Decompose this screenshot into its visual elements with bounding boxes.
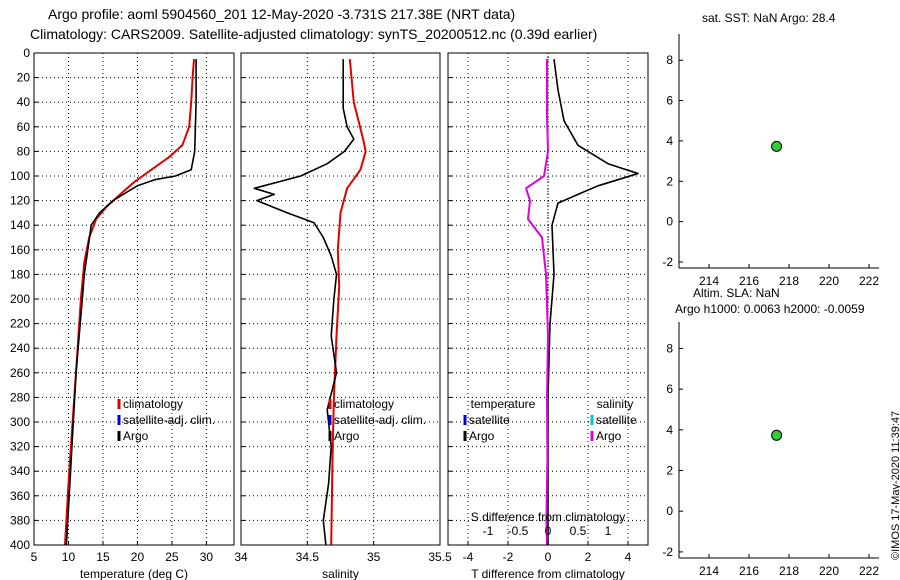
series-line-s-argo (525, 59, 549, 546)
x-tick-label: 218 (779, 564, 799, 578)
float-position-marker (771, 429, 783, 441)
legend-sal-argo-label: Argo (334, 429, 360, 443)
legend-diff-sal-satellite-label: satellite (596, 413, 637, 427)
x-tick-label: 220 (819, 564, 839, 578)
y-tick-label: 360 (10, 489, 30, 503)
legend-sal-satellite-label: satellite-adj. clim. (334, 413, 426, 427)
x-tick-label: 35.5 (428, 550, 452, 564)
y-tick-label: 4 (666, 134, 673, 148)
y-tick-label: 400 (10, 538, 30, 552)
y-tick-label: 320 (10, 440, 30, 454)
top-tick-label: 0.5 (570, 524, 587, 538)
x-tick-label: 30 (200, 550, 214, 564)
y-tick-label: 6 (666, 382, 673, 396)
y-tick-label: -2 (662, 545, 673, 559)
x-tick-label: 0 (545, 550, 552, 564)
y-tick-label: 8 (666, 341, 673, 355)
y-tick-label: 2 (666, 174, 673, 188)
y-tick-label: 280 (10, 390, 30, 404)
y-tick-label: 200 (10, 292, 30, 306)
legend-diff-temp-argo-label: Argo (469, 429, 495, 443)
legend-temp-argo-label: Argo (123, 429, 149, 443)
x-tick-label: 216 (739, 274, 759, 288)
x-tick-label: 35 (367, 550, 381, 564)
x-tick-label: 214 (699, 274, 719, 288)
legend-diff-salinity-title: salinity (597, 397, 634, 411)
y-tick-label: 240 (10, 341, 30, 355)
legend-diff-sal-argo-label: Argo (596, 429, 622, 443)
axes-frame-temperature (33, 52, 235, 546)
x-tick-label: 222 (859, 564, 879, 578)
sst-panel-title: sat. SST: NaN Argo: 28.4 (702, 11, 836, 25)
y-tick-label: 220 (10, 317, 30, 331)
figure-title-line2: Climatology: CARS2009. Satellite-adjuste… (30, 26, 598, 42)
x-tick-label: 34.5 (296, 550, 320, 564)
x-tick-label: 4 (625, 550, 632, 564)
x-tick-label: 15 (96, 550, 110, 564)
legend-diff-temp-satellite-label: satellite (469, 413, 510, 427)
y-tick-label: -2 (662, 255, 673, 269)
float-position-marker (771, 140, 783, 152)
axes-frame-difference-from-climatology (447, 52, 649, 546)
top-tick-label: 0 (545, 524, 552, 538)
x-tick-label: 214 (699, 564, 719, 578)
y-tick-label: 100 (10, 169, 30, 183)
series-line-t-argo (547, 58, 639, 545)
y-tick-label: 2 (666, 464, 673, 478)
x-tick-label: 20 (131, 550, 145, 564)
y-tick-label: 140 (10, 218, 30, 232)
y-tick-label: 160 (10, 243, 30, 257)
legend-sal-climatology-label: climatology (334, 397, 394, 411)
x-tick-label: 10 (62, 550, 76, 564)
axes-frame-salinity (240, 52, 441, 546)
top-tick-label: -1 (483, 524, 494, 538)
x-tick-label: 220 (819, 274, 839, 288)
x-tick-label: 216 (739, 564, 759, 578)
y-tick-label: 180 (10, 267, 30, 281)
legend-diff-temperature-title: temperature (471, 397, 536, 411)
x-tick-label: 2 (585, 550, 592, 564)
y-tick-label: 60 (17, 120, 31, 134)
y-tick-label: 0 (23, 46, 30, 60)
y-tick-label: 8 (666, 53, 673, 67)
y-tick-label: 80 (17, 144, 31, 158)
y-tick-label: 340 (10, 464, 30, 478)
sla-panel-title-line2: Argo h1000: 0.0063 h2000: -0.0059 (675, 302, 865, 316)
x-axis-label: temperature (deg C) (80, 567, 188, 580)
series-line-argo (65, 59, 197, 546)
y-tick-label: 4 (666, 423, 673, 437)
top-tick-label: -0.5 (508, 524, 529, 538)
x-tick-label: 34 (234, 550, 248, 564)
x-tick-label: -4 (463, 550, 474, 564)
y-tick-label: 380 (10, 513, 30, 527)
legend-temp-satellite-label: satellite-adj. clim. (123, 413, 215, 427)
y-tick-label: 260 (10, 366, 30, 380)
y-tick-label: 6 (666, 94, 673, 108)
sla-panel-title-line1: Altim. SLA: NaN (693, 286, 780, 300)
figure-title-line1: Argo profile: aoml 5904560_201 12-May-20… (48, 6, 516, 22)
y-tick-label: 20 (17, 71, 31, 85)
y-tick-label: 0 (666, 504, 673, 518)
x-tick-label: 218 (779, 274, 799, 288)
x-tick-label: 5 (31, 550, 38, 564)
x-axis-label: salinity (322, 567, 359, 580)
y-tick-label: 120 (10, 194, 30, 208)
top-axis-label: S difference from climatology (471, 510, 626, 524)
y-tick-label: 40 (17, 95, 31, 109)
x-axis-label: T difference from climatology (471, 567, 625, 580)
y-tick-label: 300 (10, 415, 30, 429)
legend-temp-climatology-label: climatology (123, 397, 183, 411)
x-tick-label: 222 (859, 274, 879, 288)
x-tick-label: 25 (165, 550, 179, 564)
series-line-climatology (330, 59, 367, 546)
y-tick-label: 0 (666, 215, 673, 229)
x-tick-label: -2 (503, 550, 514, 564)
top-tick-label: 1 (605, 524, 612, 538)
credit-text: ©IMOS 17-May-2020 11:39:47 (890, 410, 900, 560)
